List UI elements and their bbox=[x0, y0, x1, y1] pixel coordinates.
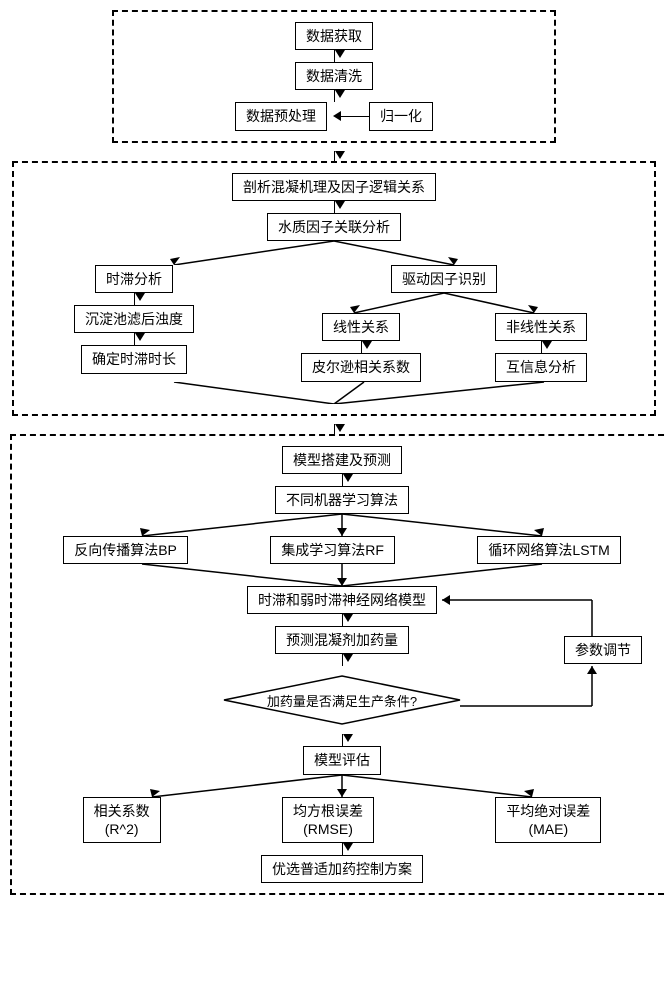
node-factor-analysis: 水质因子关联分析 bbox=[267, 213, 401, 241]
split-connector bbox=[22, 514, 662, 536]
merge-connector bbox=[22, 564, 662, 586]
node-lag-duration: 确定时滞时长 bbox=[81, 345, 187, 373]
merge-connector bbox=[24, 382, 644, 404]
metric-sym: (RMSE) bbox=[303, 821, 353, 837]
section-analysis: 剖析混凝机理及因子逻辑关系 水质因子关联分析 时滞分析 沉淀池滤后浊度 确定时滞… bbox=[12, 161, 656, 416]
split-connector bbox=[22, 775, 662, 797]
decision-wrap: 加药量是否满足生产条件? bbox=[222, 670, 462, 730]
node-rmse: 均方根误差 (RMSE) bbox=[282, 797, 374, 843]
node-mechanism: 剖析混凝机理及因子逻辑关系 bbox=[232, 173, 436, 201]
node-nonlinear: 非线性关系 bbox=[495, 313, 587, 341]
connector bbox=[334, 50, 335, 62]
node-lag-analysis: 时滞分析 bbox=[95, 265, 173, 293]
node-lstm: 循环网络算法LSTM bbox=[477, 536, 620, 564]
section-data-prep: 数据获取 数据清洗 数据预处理 归一化 bbox=[112, 10, 556, 143]
connector bbox=[342, 474, 343, 486]
connector bbox=[334, 151, 335, 161]
arrow-left-icon bbox=[333, 107, 341, 125]
metric-label: 均方根误差 bbox=[293, 803, 363, 819]
connector bbox=[341, 116, 369, 117]
connector bbox=[334, 90, 335, 102]
node-rf: 集成学习算法RF bbox=[270, 536, 395, 564]
connector bbox=[342, 614, 343, 626]
node-param-tune: 参数调节 bbox=[564, 636, 642, 664]
metric-label: 平均绝对误差 bbox=[506, 803, 590, 819]
node-lag-model: 时滞和弱时滞神经网络模型 bbox=[247, 586, 437, 614]
metric-sym: (MAE) bbox=[528, 821, 568, 837]
node-model-eval: 模型评估 bbox=[303, 746, 381, 774]
node-bp: 反向传播算法BP bbox=[63, 536, 188, 564]
node-pearson: 皮尔逊相关系数 bbox=[301, 353, 421, 381]
node-data-acquire: 数据获取 bbox=[295, 22, 373, 50]
node-turbidity: 沉淀池滤后浊度 bbox=[74, 305, 194, 333]
node-final-scheme: 优选普适加药控制方案 bbox=[261, 855, 423, 883]
node-mutual-info: 互信息分析 bbox=[495, 353, 587, 381]
node-ml-algos: 不同机器学习算法 bbox=[275, 486, 409, 514]
connector bbox=[134, 293, 135, 305]
connector bbox=[342, 654, 343, 666]
connector bbox=[334, 424, 335, 434]
connector bbox=[342, 734, 343, 746]
connector bbox=[134, 333, 135, 345]
node-normalize: 归一化 bbox=[369, 102, 433, 130]
connector bbox=[342, 843, 343, 855]
node-predict-dose: 预测混凝剂加药量 bbox=[275, 626, 409, 654]
connector bbox=[541, 341, 542, 353]
decision-label: 加药量是否满足生产条件? bbox=[227, 691, 457, 710]
node-linear: 线性关系 bbox=[322, 313, 400, 341]
node-data-clean: 数据清洗 bbox=[295, 62, 373, 90]
node-data-preprocess: 数据预处理 bbox=[235, 102, 327, 130]
split-connector bbox=[264, 293, 624, 313]
connector bbox=[334, 201, 335, 213]
connector bbox=[361, 341, 362, 353]
node-r2: 相关系数 (R^2) bbox=[83, 797, 161, 843]
node-mae: 平均绝对误差 (MAE) bbox=[495, 797, 601, 843]
split-connector bbox=[24, 241, 644, 265]
metric-label: 相关系数 bbox=[94, 803, 150, 819]
node-driver-id: 驱动因子识别 bbox=[391, 265, 497, 293]
metric-sym: (R^2) bbox=[105, 821, 139, 837]
node-model-build: 模型搭建及预测 bbox=[282, 446, 402, 474]
section-model: 模型搭建及预测 不同机器学习算法 反向传播算法BP 集成学习算法RF 循环网络算… bbox=[10, 434, 668, 896]
